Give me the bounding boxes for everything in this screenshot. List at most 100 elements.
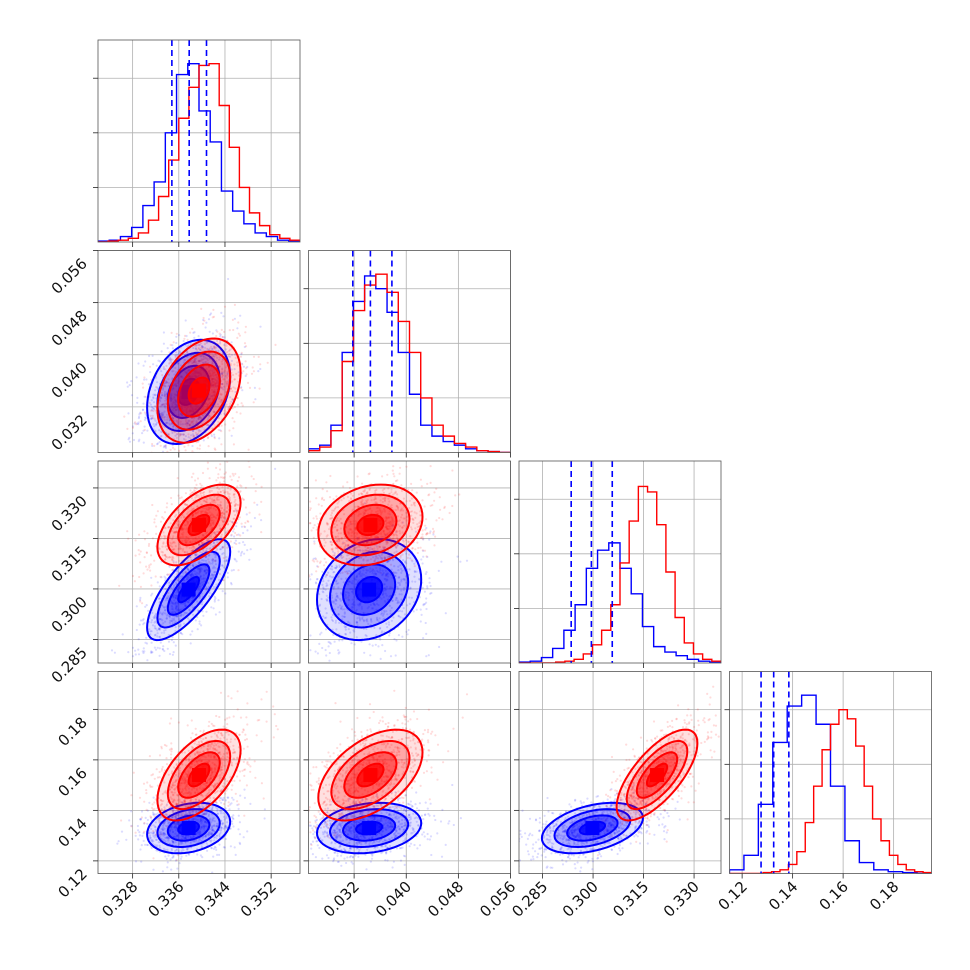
density-a-2-1-peak [362, 582, 377, 597]
density-b-2-1-peak [363, 517, 378, 532]
density-b-3-2-peak [650, 768, 665, 783]
x-tick-label-3-1: 0.14 [765, 878, 801, 914]
y-tick-label-3-1: 0.14 [54, 814, 90, 850]
y-tick-label-3-0: 0.12 [54, 865, 90, 901]
density-a-1-0-contour-0 [146, 338, 232, 446]
density-b-3-0-contour-2 [177, 751, 221, 799]
x-tick-label-3-0: 0.12 [715, 878, 751, 914]
grid-lines-3-3 [729, 671, 932, 874]
x-tick-label-1-3: 0.056 [476, 878, 519, 921]
y-tick-label-3-3: 0.18 [54, 713, 90, 749]
density-panel-3-2 [519, 685, 721, 873]
hist-a-0 [98, 62, 300, 242]
x-tick-label-1-1: 0.040 [372, 878, 415, 921]
x-tick-label-2-3: 0.330 [660, 878, 703, 921]
y-tick-label-1-2: 0.048 [48, 307, 91, 350]
density-a-2-1-contour-3 [355, 576, 384, 604]
hist-b-3 [729, 709, 932, 874]
density-b-3-1-contour-2 [343, 751, 398, 799]
density-b-1-0-contour-0 [156, 337, 242, 444]
density-a-2-1-contour-1 [328, 550, 410, 629]
hist-b-0 [98, 62, 300, 242]
hist-b-2 [519, 485, 721, 663]
x-tick-label-0-0: 0.328 [98, 878, 141, 921]
panel-frame-1-0 [97, 250, 301, 453]
density-b-3-0-peak [192, 768, 206, 783]
grid-lines-0-0 [98, 40, 300, 242]
density-b-2-0-contour-3 [187, 513, 211, 537]
panel-frame-2-1 [308, 460, 511, 664]
density-b-3-1-contour-1 [330, 740, 411, 811]
panel-frame-2-2 [518, 460, 722, 664]
density-b-2-1-contour-1 [330, 493, 411, 557]
panel-frame-3-1 [308, 671, 511, 874]
density-b-2-0-contour-1 [166, 493, 232, 557]
density-a-2-0-contour-1 [156, 550, 221, 629]
density-b-1-0-contour-3 [187, 376, 211, 405]
x-tick-label-0-2: 0.344 [191, 878, 234, 921]
density-a-3-1-contour-2 [341, 814, 397, 842]
density-a-3-1-contour-0 [315, 801, 423, 855]
density-a-3-0-peak [181, 821, 196, 836]
panel-frame-3-2 [518, 671, 722, 874]
density-b-3-2-contour-2 [635, 751, 679, 799]
y-tick-label-1-1: 0.040 [48, 359, 91, 402]
density-panel-3-0 [116, 690, 279, 874]
x-tick-label-0-1: 0.336 [145, 878, 188, 921]
density-b-3-0-contour-3 [187, 762, 211, 788]
density-a-2-0-contour-0 [146, 538, 232, 642]
x-tick-label-2-1: 0.300 [559, 878, 602, 921]
density-panel-2-1 [308, 465, 469, 663]
density-b-1-0-peak [192, 383, 206, 398]
y-tick-label-3-2: 0.16 [54, 764, 90, 800]
density-a-2-1-contour-0 [315, 538, 423, 642]
density-b-2-1-contour-2 [343, 503, 398, 547]
density-b-2-0-contour-2 [177, 503, 221, 547]
x-tick-label-3-3: 0.18 [866, 878, 902, 914]
density-b-3-0-contour-0 [156, 728, 242, 822]
panel-frame-1-1 [308, 250, 511, 453]
density-a-3-0-contour-3 [177, 820, 201, 836]
density-a-3-0-contour-0 [146, 801, 232, 855]
density-b-1-0-contour-1 [166, 350, 232, 431]
y-tick-label-2-0: 0.285 [48, 644, 91, 687]
y-tick-label-1-0: 0.032 [48, 411, 91, 454]
density-a-3-2-contour-1 [553, 808, 632, 849]
density-b-3-0-contour-1 [166, 739, 232, 811]
y-tick-label-2-3: 0.330 [48, 492, 91, 535]
panel-frame-3-0 [97, 671, 301, 874]
density-a-3-1-peak [362, 821, 377, 836]
density-a-2-0-contour-2 [166, 563, 211, 616]
x-tick-label-0-3: 0.352 [237, 878, 280, 921]
density-b-3-1-peak [363, 768, 378, 783]
hist-a-1 [308, 275, 511, 453]
density-b-2-0-peak [192, 517, 206, 532]
density-a-3-2-contour-2 [566, 814, 619, 842]
panel-frame-2-0 [97, 460, 301, 664]
density-b-3-2-contour-3 [645, 762, 669, 788]
density-panel-2-0 [110, 461, 277, 662]
y-tick-label-2-2: 0.315 [48, 543, 91, 586]
density-a-3-2-peak [585, 821, 600, 836]
x-tick-label-1-0: 0.032 [320, 878, 363, 921]
panel-frame-0-0 [97, 39, 301, 243]
hist-a-3 [729, 694, 932, 874]
density-b-2-1-contour-3 [356, 513, 385, 537]
grid-lines-2-2 [519, 461, 721, 663]
y-tick-label-2-1: 0.300 [48, 593, 91, 636]
density-b-3-1-contour-0 [317, 728, 424, 822]
density-a-3-1-contour-1 [328, 808, 410, 849]
density-b-1-0-contour-2 [177, 363, 221, 418]
density-a-3-0-contour-2 [166, 814, 211, 842]
density-b-3-2-contour-0 [615, 728, 699, 822]
density-a-3-2-contour-3 [578, 820, 606, 836]
hist-a-2 [519, 542, 721, 663]
y-tick-label-1-3: 0.056 [48, 255, 91, 298]
density-a-3-1-contour-3 [355, 820, 384, 836]
density-panel-1-0 [123, 277, 277, 453]
density-b-2-1-contour-0 [317, 483, 424, 567]
density-a-2-1-contour-2 [341, 563, 397, 616]
x-tick-label-1-2: 0.048 [424, 878, 467, 921]
hist-b-1 [308, 273, 511, 453]
